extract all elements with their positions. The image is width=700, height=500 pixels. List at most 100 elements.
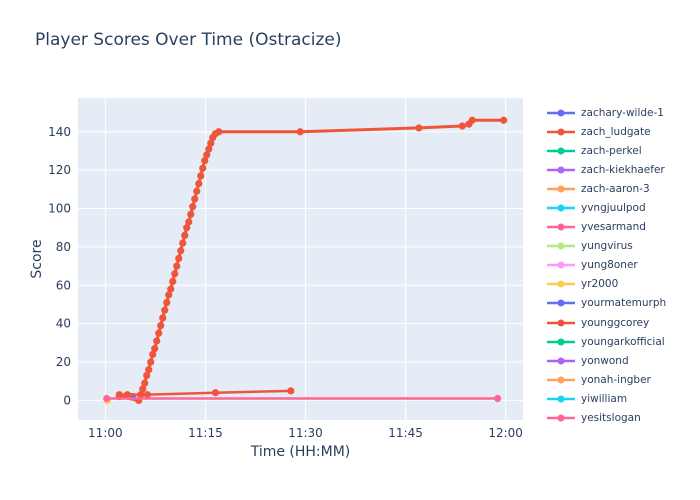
legend-label: zach-perkel — [581, 144, 642, 157]
legend-item-yiwilliam[interactable]: yiwilliam — [546, 389, 666, 408]
data-point-marker — [163, 298, 171, 307]
legend-marker — [557, 223, 565, 231]
data-point-marker — [169, 277, 177, 286]
legend-label: yungvirus — [581, 240, 633, 253]
data-point-marker — [191, 195, 199, 203]
gridlines — [78, 98, 523, 420]
data-point-marker — [195, 179, 203, 188]
data-point-marker — [199, 164, 207, 172]
data-point-marker — [175, 254, 183, 263]
legend-swatch-icon — [547, 395, 575, 403]
legend-label: yung8oner — [581, 259, 638, 272]
data-point-marker — [123, 391, 131, 399]
legend-item-yourmatemurph[interactable]: yourmatemurph — [546, 294, 666, 313]
data-point-marker — [143, 371, 151, 380]
legend-label: zach-kiekhaefer — [581, 163, 665, 176]
legend-label: yr2000 — [581, 278, 619, 291]
legend-item-yonwond[interactable]: yonwond — [546, 351, 666, 370]
data-point-marker — [141, 379, 149, 387]
legend-swatch-icon — [547, 128, 575, 136]
data-point-marker — [155, 329, 163, 337]
data-point-marker — [161, 306, 169, 314]
x-axis-title: Time (HH:MM) — [250, 444, 351, 460]
data-point-marker — [151, 345, 159, 353]
legend-marker — [557, 338, 565, 346]
data-point-marker — [207, 139, 215, 147]
data-point-marker — [181, 231, 189, 239]
y-tick-label: 40 — [56, 317, 71, 331]
legend-marker — [557, 395, 565, 403]
data-point-marker — [165, 291, 173, 299]
legend-item-yr2000[interactable]: yr2000 — [546, 275, 666, 294]
data-point-marker — [115, 391, 123, 399]
y-axis-title: Score — [29, 239, 45, 279]
legend-marker — [557, 185, 565, 193]
data-point-marker — [103, 394, 111, 403]
legend-item-yung8oner[interactable]: yung8oner — [546, 256, 666, 275]
series-yesitslogan — [103, 394, 502, 403]
data-point-marker — [173, 262, 181, 270]
legend-item-yesitslogan[interactable]: yesitslogan — [546, 409, 666, 428]
legend-item-zachary-wilde-1[interactable]: zachary-wilde-1 — [546, 103, 666, 122]
legend-swatch-icon — [547, 261, 575, 269]
data-point-marker — [143, 391, 151, 399]
data-point-marker — [287, 387, 295, 395]
y-tick-label: 0 — [63, 393, 71, 407]
data-point-marker — [159, 314, 167, 322]
x-tick-label: 11:30 — [288, 426, 323, 440]
data-point-marker — [139, 385, 147, 393]
legend-marker — [557, 280, 565, 288]
x-tick-label: 11:15 — [188, 426, 223, 440]
chart-traces — [103, 116, 508, 405]
legend-marker — [557, 147, 565, 155]
legend-item-yungvirus[interactable]: yungvirus — [546, 237, 666, 256]
legend-label: zachary-wilde-1 — [581, 106, 664, 119]
data-point-marker — [296, 128, 304, 136]
legend-item-yvngjuulpod[interactable]: yvngjuulpod — [546, 198, 666, 217]
legend-item-yvesarmand[interactable]: yvesarmand — [546, 218, 666, 237]
legend-swatch-icon — [547, 109, 575, 117]
legend-label: zach-aaron-3 — [581, 182, 650, 195]
data-point-marker — [177, 247, 185, 255]
legend-item-zach-perkel[interactable]: zach-perkel — [546, 141, 666, 160]
y-tick-label: 80 — [56, 240, 71, 254]
legend-label: yiwilliam — [581, 392, 628, 405]
legend-swatch-icon — [547, 376, 575, 384]
legend-label: yonwond — [581, 354, 629, 367]
legend-label: younggcorey — [581, 316, 650, 329]
legend-marker — [557, 128, 565, 136]
data-point-marker — [187, 210, 195, 218]
legend-item-zach-aaron-3[interactable]: zach-aaron-3 — [546, 179, 666, 198]
data-point-marker — [147, 358, 155, 366]
legend-marker — [557, 242, 565, 250]
legend-swatch-icon — [547, 338, 575, 346]
legend-marker — [557, 204, 565, 212]
series-younggcorey — [115, 387, 295, 399]
legend-item-younggcorey[interactable]: younggcorey — [546, 313, 666, 332]
legend-marker — [557, 414, 565, 422]
legend-item-zach-kiekhaefer[interactable]: zach-kiekhaefer — [546, 160, 666, 179]
data-point-marker — [458, 122, 466, 130]
legend-marker — [557, 299, 565, 307]
legend-item-youngarkofficial[interactable]: youngarkofficial — [546, 332, 666, 351]
data-point-marker — [149, 350, 157, 358]
data-point-marker — [193, 187, 201, 195]
legend-item-zach_ludgate[interactable]: zach_ludgate — [546, 122, 666, 141]
data-point-marker — [183, 224, 191, 232]
legend-label: yourmatemurph — [581, 297, 667, 310]
legend-label: yvesarmand — [581, 221, 646, 234]
plot-background — [78, 98, 523, 420]
data-point-marker — [189, 203, 197, 211]
data-point-marker — [203, 151, 211, 159]
data-point-marker — [153, 337, 161, 345]
legend-label: zach_ludgate — [581, 125, 651, 138]
y-tick-label: 60 — [56, 278, 71, 292]
legend-marker — [557, 357, 565, 365]
legend-item-yonah-ingber[interactable]: yonah-ingber — [546, 370, 666, 389]
legend-label: yesitslogan — [581, 412, 641, 425]
legend-swatch-icon — [547, 223, 575, 231]
axis-tick-labels: 11:00 11:15 11:30 11:45 12:00 0 20 40 60 80 100 120… — [48, 125, 523, 440]
legend-marker — [557, 109, 565, 117]
legend-swatch-icon — [547, 299, 575, 307]
data-point-marker — [468, 116, 476, 124]
